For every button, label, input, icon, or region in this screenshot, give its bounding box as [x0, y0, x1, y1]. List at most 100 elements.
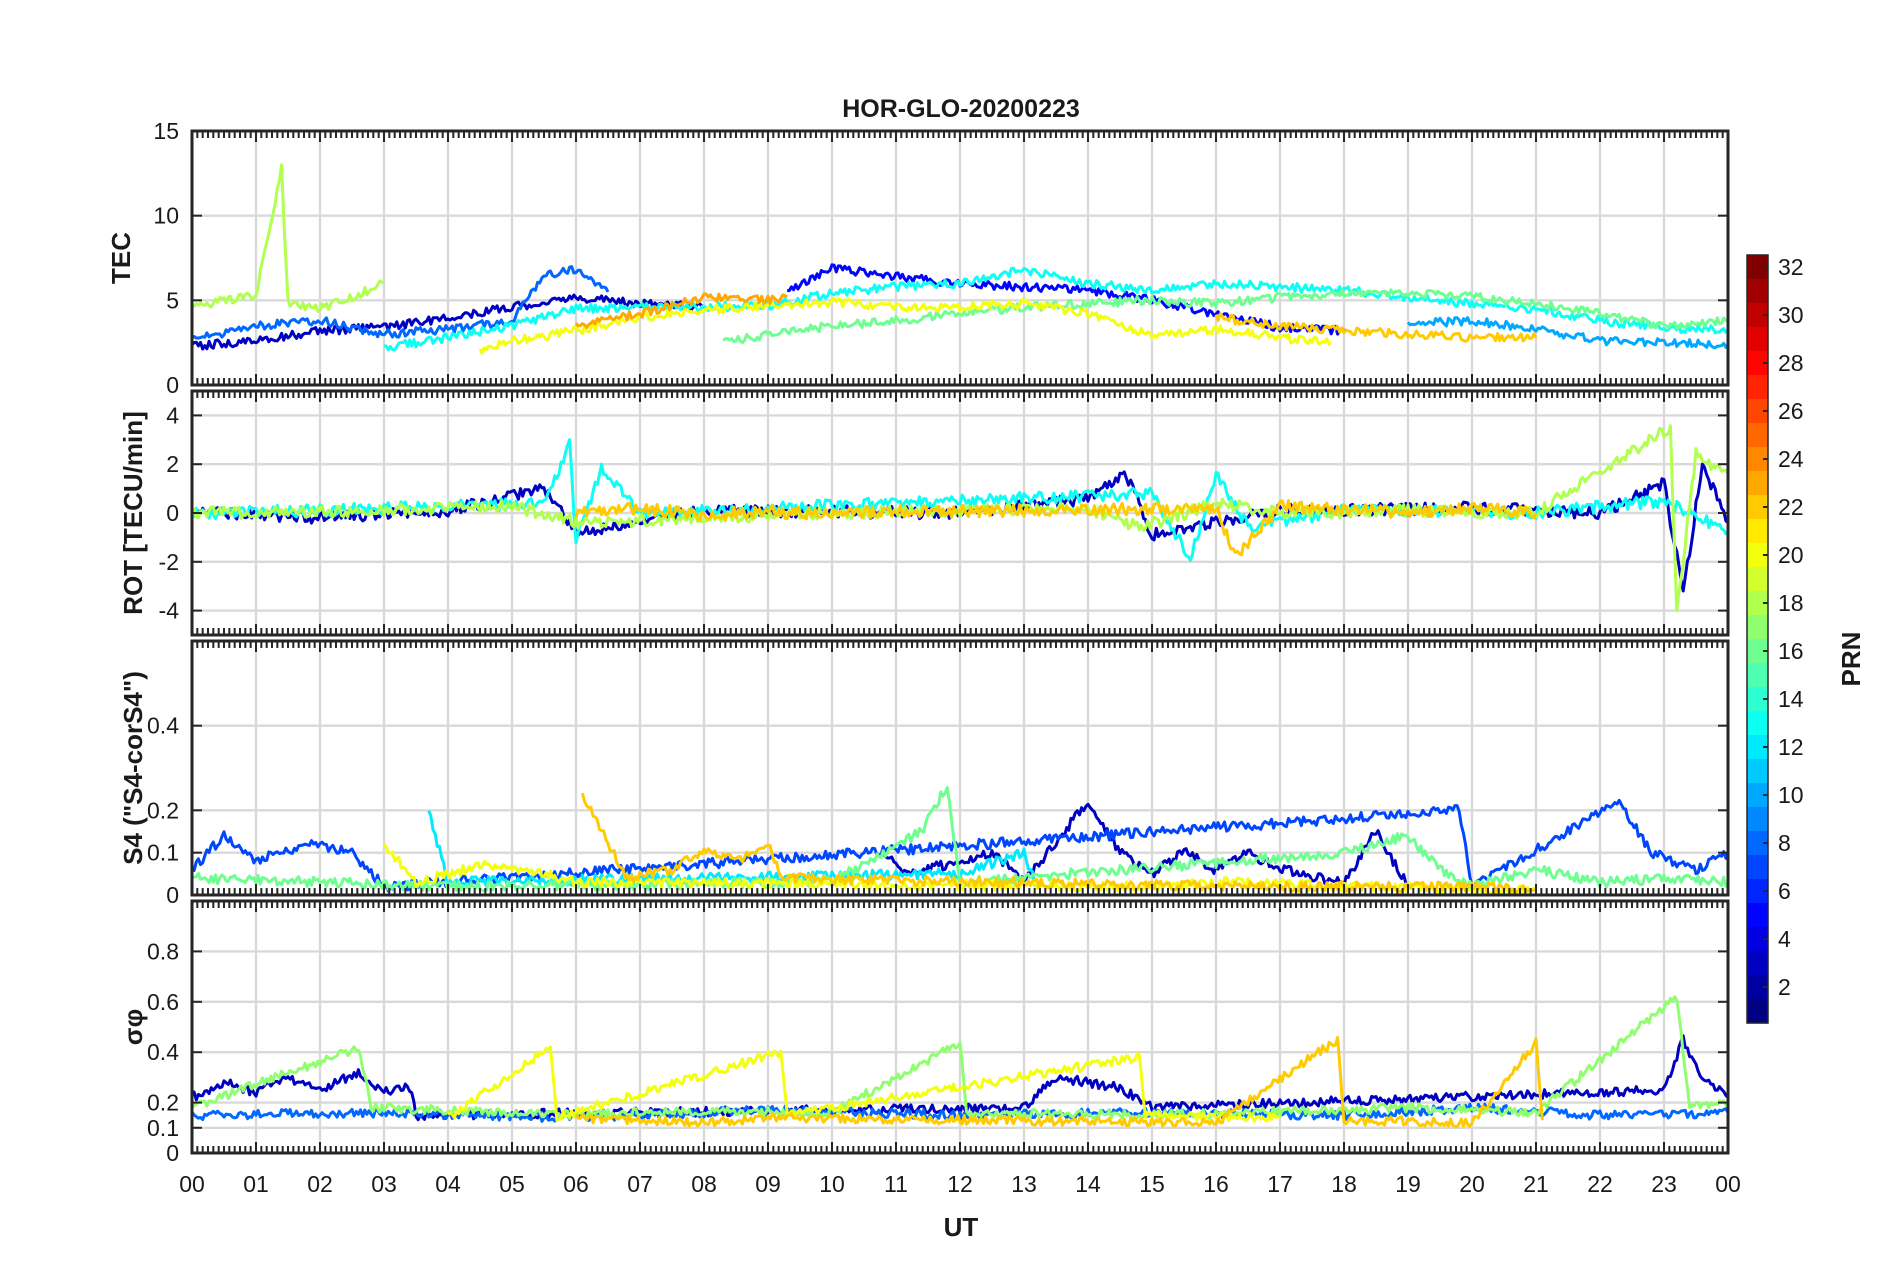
- colorbar-tick-label: 26: [1778, 398, 1804, 424]
- x-tick-label: 14: [1075, 1171, 1101, 1197]
- panel-rot: -4 -2 0 2 4 ROT [TECU/min]: [118, 389, 1730, 637]
- x-tick-label: 09: [755, 1171, 781, 1197]
- colorbar-band: [1747, 495, 1768, 520]
- series-line-prn-10: [1406, 316, 1728, 350]
- series-line-prn-22: [580, 792, 1537, 895]
- y-tick-label: 0: [166, 882, 179, 908]
- colorbar-tick-label: 2: [1778, 974, 1791, 1000]
- colorbar-band: [1747, 879, 1768, 904]
- series-line-prn-20: [478, 296, 1333, 355]
- x-tick-label: 01: [243, 1171, 269, 1197]
- colorbar-frame: [1746, 254, 1769, 1024]
- colorbar-band: [1747, 519, 1768, 544]
- colorbar-tick-label: 8: [1778, 830, 1791, 856]
- colorbar-band: [1747, 903, 1768, 928]
- y-tick-label: 10: [153, 203, 179, 229]
- colorbar-tick-label: 6: [1778, 878, 1791, 904]
- y-axis-label-sigma-phi: σφ: [118, 1009, 148, 1045]
- colorbar-band: [1747, 687, 1768, 712]
- y-tick-label: 2: [166, 451, 179, 477]
- colorbar-band: [1747, 831, 1768, 856]
- y-tick-label: 0.4: [147, 713, 179, 739]
- x-tick-label: 13: [1011, 1171, 1037, 1197]
- colorbar-tick-label: 18: [1778, 590, 1804, 616]
- series-line-prn-16: [722, 288, 1728, 344]
- colorbar-band: [1747, 615, 1768, 640]
- chart-title: HOR-GLO-20200223: [842, 95, 1080, 123]
- colorbar-tick-label: 4: [1778, 926, 1791, 952]
- x-tick-label: 03: [371, 1171, 397, 1197]
- series-line-prn-18: [192, 163, 385, 313]
- panel-s4: 0 0.1 0.2 0.4S4 ("S4-corS4"): [118, 639, 1730, 908]
- colorbar-tick-label: 28: [1778, 350, 1804, 376]
- colorbar-band: [1747, 447, 1768, 472]
- series-line-prn-12: [427, 810, 1038, 889]
- y-tick-label: -4: [159, 598, 180, 624]
- x-tick-label: 06: [563, 1171, 589, 1197]
- series-line-prn-23: [574, 292, 788, 330]
- x-tick-label: 19: [1395, 1171, 1421, 1197]
- series-line-prn-8: [192, 265, 610, 340]
- colorbar-band: [1747, 543, 1768, 568]
- colorbar-band: [1747, 351, 1768, 376]
- colorbar-band: [1747, 423, 1768, 448]
- colorbar-band: [1747, 711, 1768, 736]
- x-tick-label: 23: [1651, 1171, 1677, 1197]
- colorbar-band: [1747, 807, 1768, 832]
- y-tick-label: 4: [166, 402, 179, 428]
- series-line-prn-17: [192, 995, 1728, 1121]
- colorbar-band: [1747, 591, 1768, 616]
- x-tick-label: 15: [1139, 1171, 1165, 1197]
- y-axis-label-tec: TEC: [106, 232, 136, 284]
- colorbar-tick-label: 14: [1778, 686, 1804, 712]
- y-tick-label: 15: [153, 118, 179, 144]
- x-tick-label: 22: [1587, 1171, 1613, 1197]
- y-tick-label: 0: [166, 372, 179, 398]
- colorbar-band: [1747, 927, 1768, 952]
- colorbar-tick-label: 24: [1778, 446, 1804, 472]
- colorbar-band: [1747, 327, 1768, 352]
- y-axis-label-rot: ROT [TECU/min]: [118, 411, 148, 615]
- colorbar-band: [1747, 999, 1768, 1024]
- x-tick-label: 12: [947, 1171, 973, 1197]
- colorbar-tick-label: 30: [1778, 302, 1804, 328]
- colorbar-band: [1747, 759, 1768, 784]
- y-tick-label: 5: [166, 287, 179, 313]
- panel-tec: 0 5 10 15 TEC: [106, 118, 1730, 398]
- colorbar-band: [1747, 783, 1768, 808]
- colorbar-band: [1747, 855, 1768, 880]
- y-tick-label: 0: [166, 500, 179, 526]
- x-tick-label: 07: [627, 1171, 653, 1197]
- x-axis-label: UT: [944, 1212, 979, 1242]
- y-tick-label: 0.2: [147, 1090, 179, 1116]
- colorbar-band: [1747, 279, 1768, 304]
- colorbar-band: [1747, 975, 1768, 1000]
- series-line-prn-3: [881, 802, 1410, 888]
- colorbar-band: [1747, 567, 1768, 592]
- colorbar-tick-label: 22: [1778, 494, 1804, 520]
- y-tick-label: 0.6: [147, 989, 179, 1015]
- colorbar-tick-label: 16: [1778, 638, 1804, 664]
- panel-sigma-phi: 00.10.2 0.4 0.6 0.8 σφ: [118, 899, 1730, 1166]
- y-axis-label-s4: S4 ("S4-corS4"): [118, 671, 148, 865]
- x-tick-label: 05: [499, 1171, 525, 1197]
- series-line-prn-3: [192, 293, 705, 351]
- x-tick-label: 16: [1203, 1171, 1229, 1197]
- series-line-prn-22: [574, 1036, 1544, 1129]
- x-tick-label: 20: [1459, 1171, 1485, 1197]
- y-tick-label: 0.4: [147, 1039, 179, 1065]
- colorbar-band: [1747, 639, 1768, 664]
- x-tick-label: 10: [819, 1171, 845, 1197]
- y-tick-label: 0.2: [147, 797, 179, 823]
- colorbar-tick-label: 20: [1778, 542, 1804, 568]
- x-tick-label: 00: [179, 1171, 205, 1197]
- y-tick-label: 0.1: [147, 1115, 179, 1141]
- x-tick-label: 18: [1331, 1171, 1357, 1197]
- series-line-prn-13: [383, 266, 1728, 352]
- colorbar-band: [1747, 303, 1768, 328]
- x-tick-label: 17: [1267, 1171, 1293, 1197]
- series-line-prn-20: [447, 1045, 1281, 1123]
